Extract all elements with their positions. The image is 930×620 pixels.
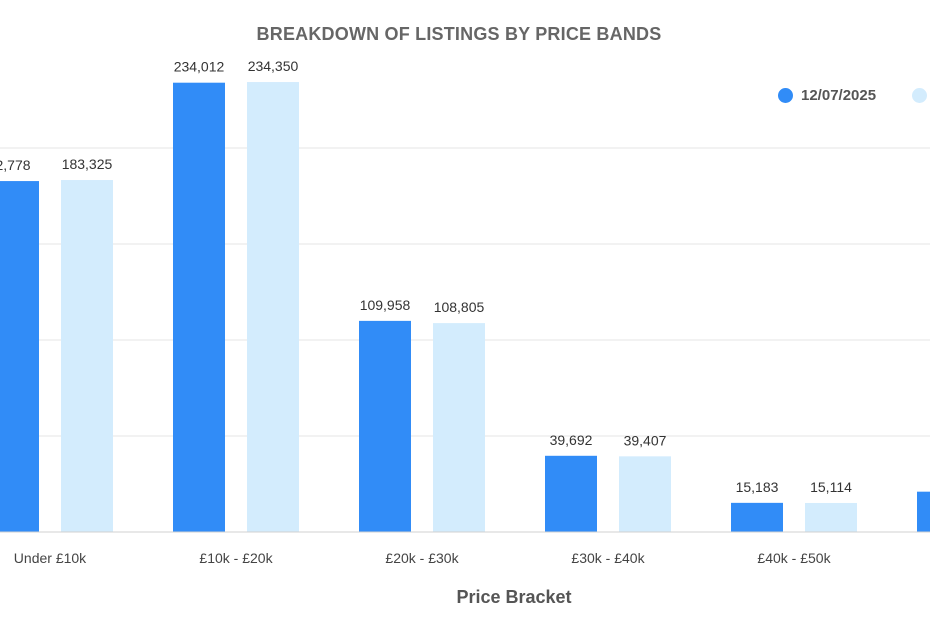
bar-series-2-cat-3[interactable] (433, 323, 485, 532)
data-label-series-2-cat-3: 108,805 (434, 299, 485, 315)
legend-item-series-1[interactable]: 12/07/2025 (778, 87, 876, 104)
x-tick-label-1: Under £10k (14, 550, 87, 566)
legend-dot-series-1 (778, 87, 793, 103)
chart-title: BREAKDOWN OF LISTINGS BY PRICE BANDS (256, 24, 662, 44)
bars (0, 82, 930, 533)
data-label-series-1-cat-4: 39,692 (550, 432, 593, 448)
x-tick-label-2: £10k - £20k (199, 550, 273, 566)
data-label-series-1-cat-2: 234,012 (174, 59, 225, 75)
bar-series-2-cat-1[interactable] (61, 180, 113, 533)
x-tick-label-4: £30k - £40k (571, 550, 645, 566)
x-tick-labels: Under £10k £10k - £20k £20k - £30k £30k - £… (14, 550, 832, 566)
x-axis-title: Price Bracket (456, 587, 571, 607)
data-label-series-2-cat-4: 39,407 (624, 432, 667, 448)
data-label-series-1-cat-1: 2,778 (0, 157, 31, 173)
bar-series-2-cat-5[interactable] (805, 502, 857, 532)
data-label-series-2-cat-5: 15,114 (810, 479, 852, 495)
data-label-series-1-cat-5: 15,183 (736, 479, 779, 495)
bar-series-1-cat-3[interactable] (359, 320, 411, 532)
data-label-series-2-cat-2: 234,350 (248, 58, 299, 74)
bar-series-1-cat-2[interactable] (173, 82, 225, 532)
legend-label-series-1: 12/07/2025 (801, 86, 877, 104)
bar-series-1-cat-6[interactable] (917, 491, 930, 532)
legend: 12/07/2025 (778, 85, 930, 105)
x-tick-label-3: £20k - £30k (385, 550, 459, 566)
bar-series-1-cat-5[interactable] (731, 502, 783, 532)
gridlines (0, 147, 930, 437)
legend-item-series-2[interactable] (912, 87, 930, 103)
data-label-series-2-cat-1: 183,325 (62, 156, 113, 172)
bar-series-2-cat-4[interactable] (619, 456, 671, 532)
data-labels: 2,778 183,325 234,012 234,350 109,958 108,805… (0, 58, 852, 495)
x-tick-label-5: £40k - £50k (757, 550, 831, 566)
legend-dot-series-2 (912, 87, 928, 103)
bar-series-1-cat-4[interactable] (545, 455, 597, 532)
bar-series-1-cat-1[interactable] (0, 181, 39, 533)
bar-series-2-cat-2[interactable] (247, 82, 299, 532)
data-label-series-1-cat-3: 109,958 (360, 297, 411, 313)
